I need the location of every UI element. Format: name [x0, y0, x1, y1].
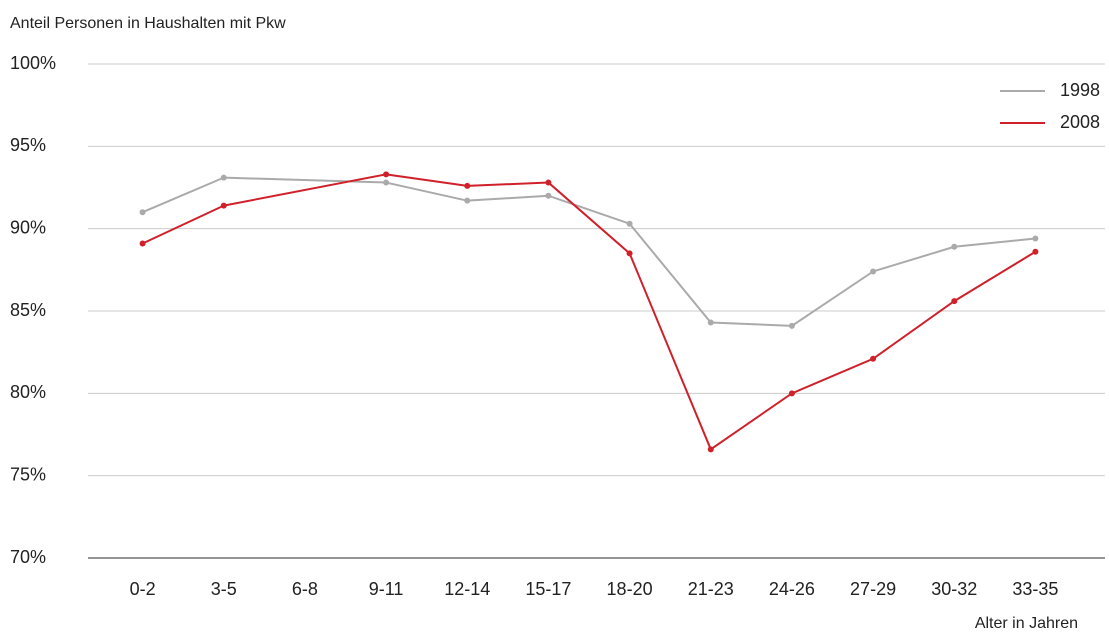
- y-tick-label: 95%: [10, 135, 46, 155]
- y-tick-label: 100%: [10, 53, 56, 73]
- point: [139, 240, 146, 247]
- point: [464, 182, 471, 189]
- point: [1032, 248, 1039, 255]
- point: [626, 250, 633, 257]
- x-tick-label: 15-17: [525, 579, 571, 599]
- x-tick-label: 3-5: [211, 579, 237, 599]
- point: [139, 209, 146, 216]
- x-tick-label: 9-11: [369, 579, 404, 599]
- series-line: [142, 176, 1036, 327]
- point: [626, 220, 633, 227]
- x-tick-label: 6-8: [292, 579, 318, 599]
- gap-connector: [223, 173, 387, 207]
- point: [383, 171, 390, 178]
- point: [220, 174, 227, 181]
- x-tick-label: 12-14: [444, 579, 490, 599]
- legend-label: 2008: [1060, 112, 1100, 132]
- y-tick-label: 90%: [10, 217, 46, 237]
- point: [951, 243, 958, 250]
- y-axis-label: Anteil Personen in Haushalten mit Pkw: [10, 15, 286, 32]
- x-tick-label: 30-32: [931, 579, 977, 599]
- y-tick-label: 75%: [10, 464, 46, 484]
- point: [870, 355, 877, 362]
- point: [1032, 235, 1039, 242]
- x-tick-label: 33-35: [1012, 579, 1058, 599]
- gap-connector: [223, 176, 387, 184]
- point: [545, 179, 552, 186]
- x-tick-label: 27-29: [850, 579, 896, 599]
- y-tick-label: 80%: [10, 382, 46, 402]
- point: [788, 322, 795, 329]
- point: [707, 319, 714, 326]
- x-tick-label: 18-20: [607, 579, 653, 599]
- y-tick-label: 85%: [10, 300, 46, 320]
- y-tick-label: 70%: [10, 547, 46, 567]
- point: [220, 202, 227, 209]
- legend-label: 1998: [1060, 80, 1100, 100]
- x-axis-label: Alter in Jahren: [975, 615, 1078, 632]
- point: [707, 446, 714, 453]
- point: [545, 192, 552, 199]
- point: [870, 268, 877, 275]
- x-tick-label: 21-23: [688, 579, 734, 599]
- x-tick-label: 24-26: [769, 579, 815, 599]
- point: [951, 298, 958, 305]
- x-tick-label: 0-2: [130, 579, 156, 599]
- point: [464, 197, 471, 204]
- point: [788, 390, 795, 397]
- point: [383, 179, 390, 186]
- series-line: [142, 173, 1036, 451]
